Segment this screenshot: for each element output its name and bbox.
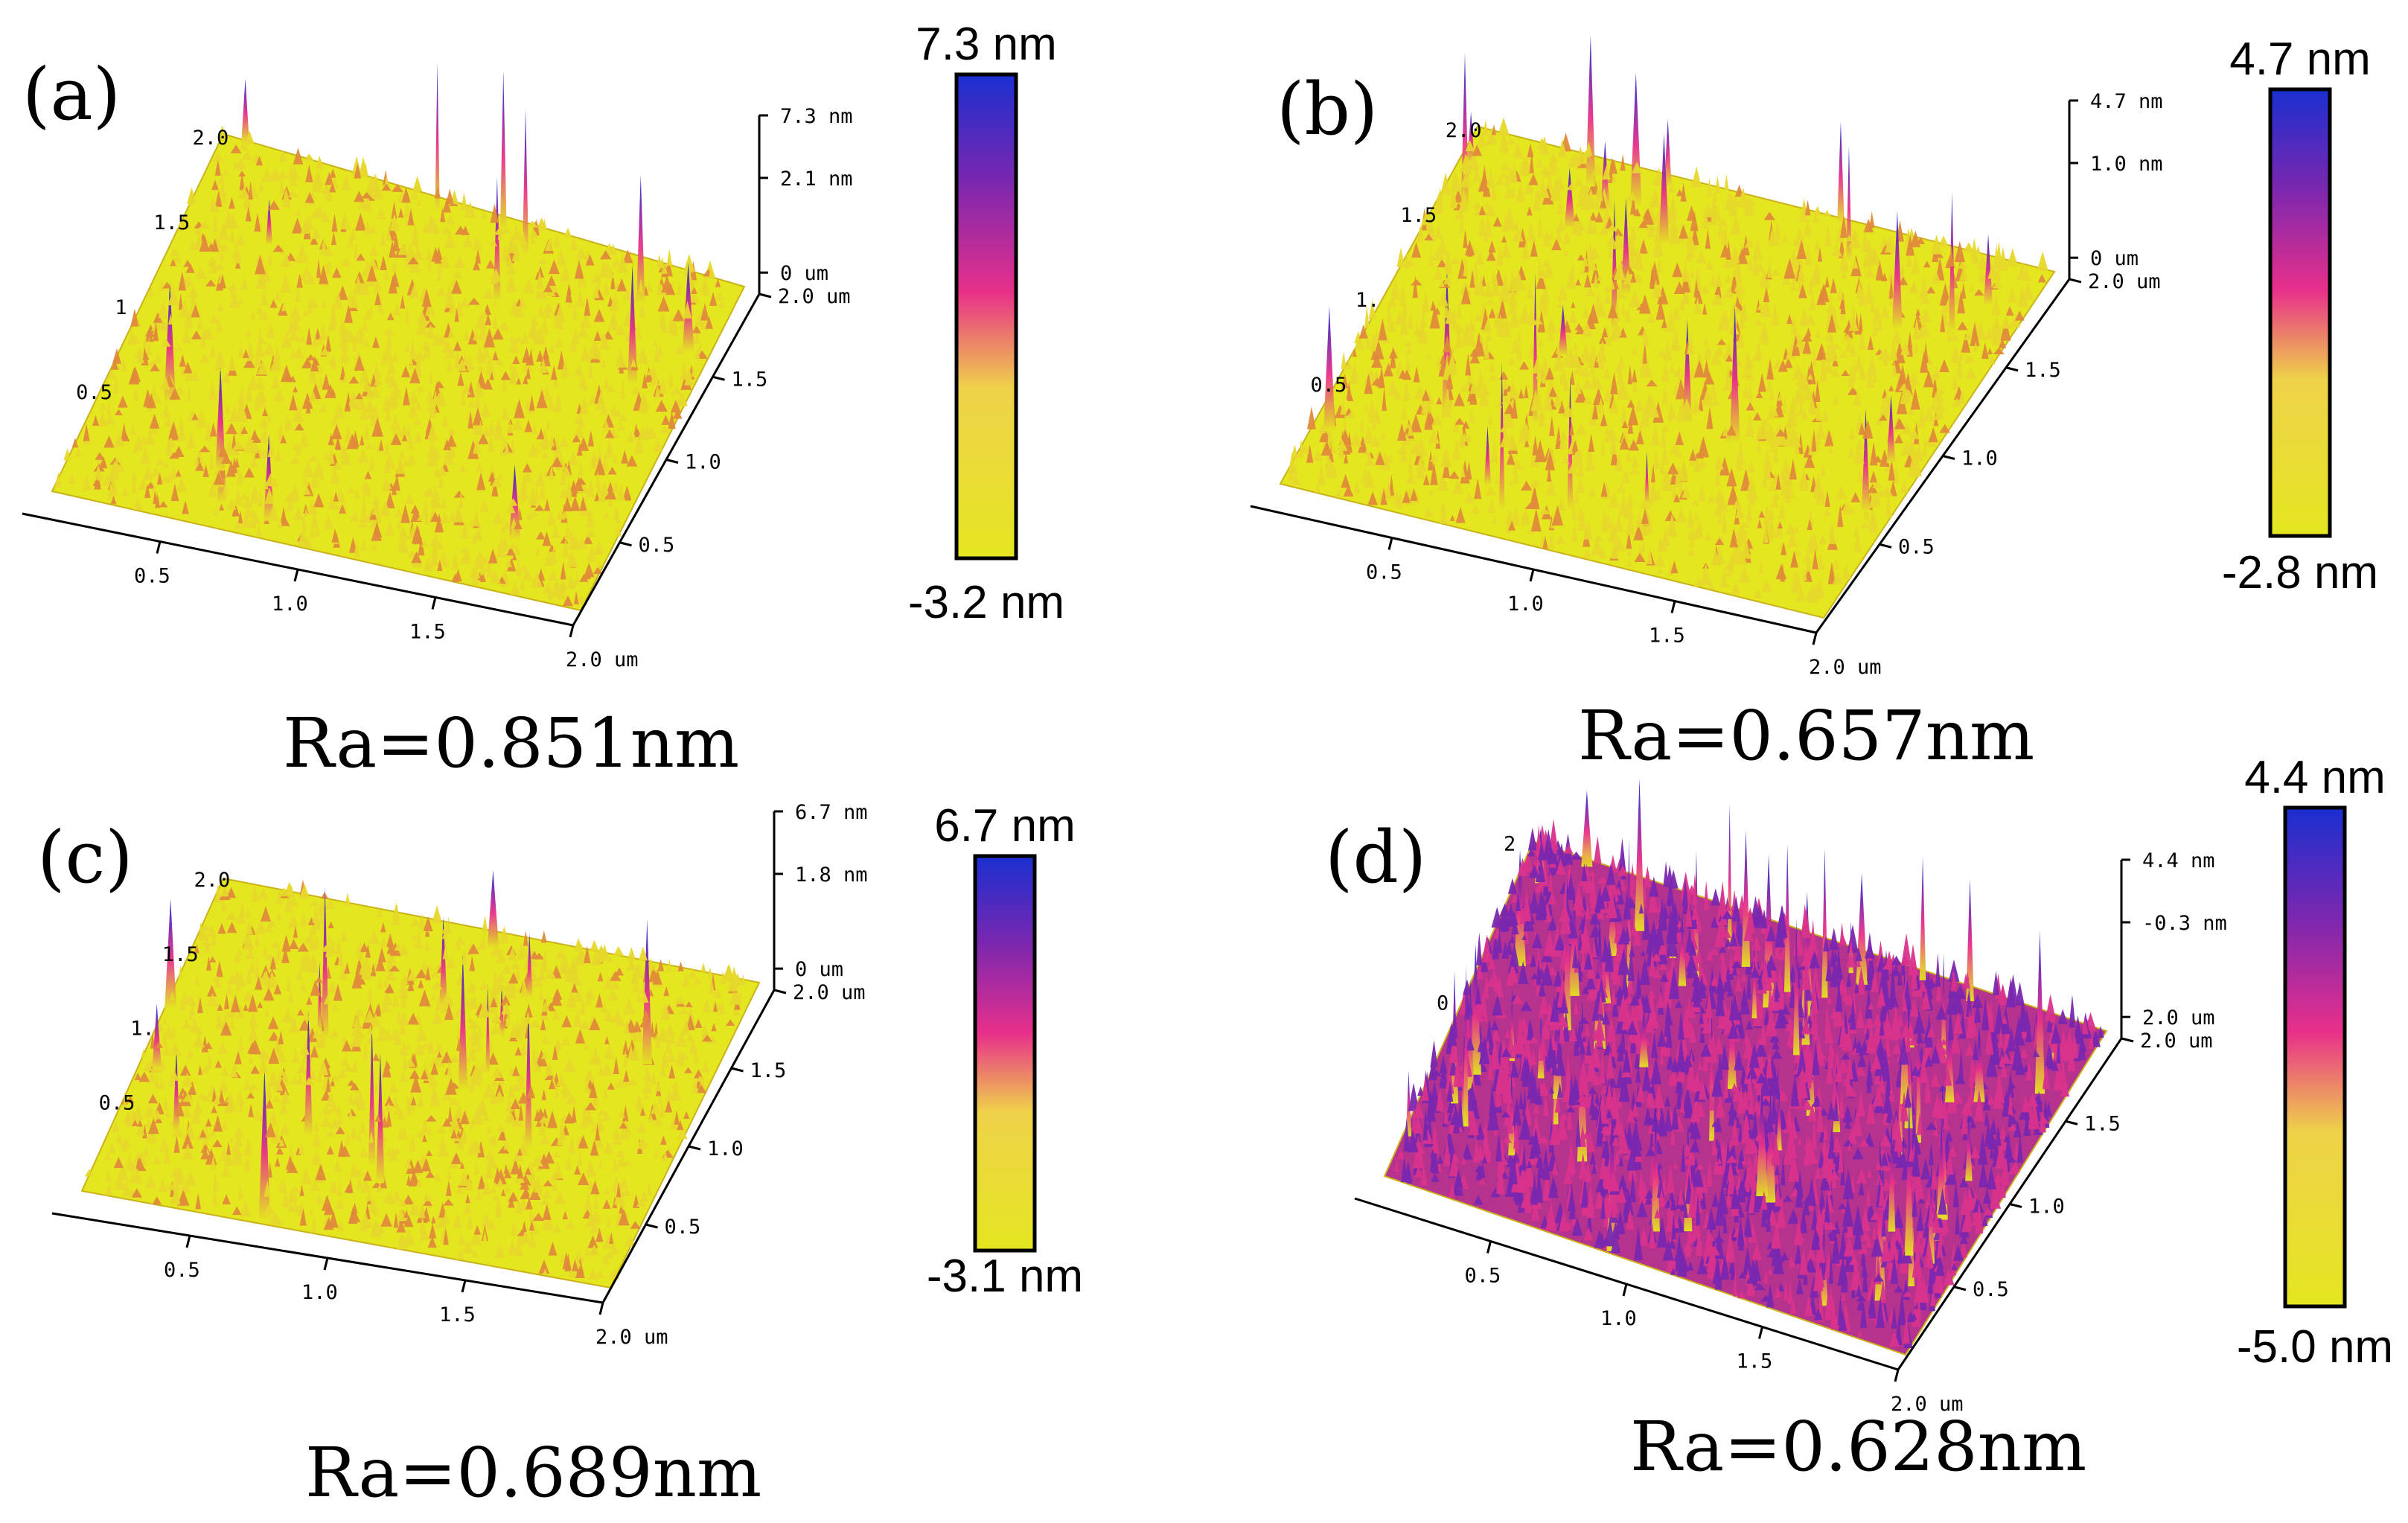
x-tick-label: 0.5 <box>1366 561 1402 584</box>
x-tick-label: 2.0 um <box>1891 1393 1964 1416</box>
y-tick-label: 1.5 <box>162 943 199 966</box>
surface-texture <box>1286 34 2048 603</box>
z-tick-label: 1.0 nm <box>2090 153 2163 176</box>
axes: 0.5 1.0 1.5 2.0 um 2.0 um 1.5 1.0 0.5 6.7 nm 1.8 … <box>51 801 868 1349</box>
surface-texture <box>84 869 746 1280</box>
y-tick-label: 1.5 <box>153 211 190 234</box>
axes: 0.51.01.52.0 um2.0 um1.51.00.54.4 nm-0.3… <box>1354 833 2227 1416</box>
y-tick-label: 0.5 <box>76 381 112 404</box>
roughness-caption: Ra=0.851nm <box>283 703 739 783</box>
surface-texture <box>54 62 726 607</box>
x-tick-label: 1.5 <box>1737 1350 1773 1373</box>
y-tick-label: 1.5 <box>1400 204 1437 227</box>
right-tick-label: 2.0 um <box>778 285 851 308</box>
colorbar-frame <box>2268 87 2332 538</box>
z-tick-label: 4.4 nm <box>2142 849 2215 872</box>
axes: 0.5 1.0 1.5 2.0 um 2.0 um 1.5 1.0 0.5 7.3 nm 2.1 … <box>22 105 853 671</box>
z-tick-label: 2.0 um <box>2142 1006 2215 1029</box>
x-tick-label: 0.5 <box>134 565 170 588</box>
colorbar <box>975 856 1035 1251</box>
y-tick-label: 2.0 <box>193 127 229 150</box>
right-tick-label: 0.5 <box>665 1216 701 1239</box>
roughness-caption: Ra=0.689nm <box>305 1433 761 1513</box>
x-tick-label: 2.0 um <box>1809 656 1882 679</box>
right-tick-label: 1.5 <box>732 368 768 391</box>
roughness-caption: Ra=0.628nm <box>1630 1407 2086 1487</box>
panel-d: 0.51.01.52.0 um2.0 um1.51.00.54.4 nm-0.3… <box>1325 752 2393 1487</box>
panel-label: (a) <box>22 53 121 136</box>
z-tick-label: 0 um <box>780 262 828 285</box>
z-tick-label: 0 um <box>795 958 843 981</box>
x-tick-label: 1.0 <box>1507 593 1544 616</box>
right-tick-label: 1.5 <box>2084 1112 2121 1135</box>
right-tick-label: 1.0 <box>707 1137 744 1160</box>
right-tick-label: 0.5 <box>639 534 675 557</box>
x-tick-label: 2.0 um <box>566 648 639 671</box>
z-tick-label: -0.3 nm <box>2142 912 2227 935</box>
surface-texture <box>1394 778 2104 1349</box>
z-tick-label: 1.8 nm <box>795 863 868 887</box>
y-tick-label: 0 <box>1437 992 1449 1015</box>
panel-a: 0.5 1.0 1.5 2.0 um 2.0 um 1.5 1.0 0.5 7.3 nm 2.1 … <box>22 19 1064 783</box>
x-tick-label: 1.5 <box>1649 625 1685 648</box>
y-tick-label: 1 <box>115 296 127 319</box>
x-tick-label: 1.5 <box>409 621 446 644</box>
y-tick-label: 2.0 <box>1446 119 1482 142</box>
x-tick-label: 2.0 um <box>595 1326 668 1349</box>
z-tick-label: 0 um <box>2090 247 2139 270</box>
x-tick-label: 1.0 <box>301 1281 338 1304</box>
y-tick-label: 2 <box>1504 833 1516 856</box>
right-tick-label: 1.5 <box>2025 359 2061 382</box>
axes: 0.51.01.52.0 um2.0 um1.51.00.54.7 nm1.0 … <box>1250 90 2163 679</box>
colorbar-min-label: -2.8 nm <box>2222 547 2378 598</box>
colorbar-frame <box>2283 805 2347 1309</box>
colorbar <box>2270 89 2330 536</box>
z-tick-label: 2.1 nm <box>780 167 853 191</box>
right-tick-label: 1.0 <box>1961 447 1998 470</box>
colorbar-max-label: 4.4 nm <box>2244 752 2386 803</box>
z-tick-label: 7.3 nm <box>780 105 853 128</box>
panel-label: (d) <box>1325 816 1426 899</box>
x-tick-label: 1.5 <box>439 1303 476 1326</box>
right-tick-label: 0.5 <box>1973 1278 2009 1301</box>
panel-label: (c) <box>37 816 133 899</box>
colorbar-min-label: -3.1 nm <box>927 1251 1083 1302</box>
right-tick-label: 0.5 <box>1898 535 1935 558</box>
panel-c: 0.5 1.0 1.5 2.0 um 2.0 um 1.5 1.0 0.5 6.7 nm 1.8 … <box>37 800 1083 1513</box>
right-tick-label: 1.5 <box>750 1059 787 1082</box>
y-tick-label: 2.0 <box>194 869 231 892</box>
right-tick-label: 2.0 um <box>2140 1029 2213 1053</box>
x-tick-label: 1.0 <box>272 593 308 616</box>
colorbar <box>2285 808 2345 1306</box>
y-tick-label: 0.5 <box>1310 374 1347 397</box>
z-tick-label: 4.7 nm <box>2090 90 2163 113</box>
x-tick-label: 0.5 <box>1465 1265 1501 1288</box>
colorbar-frame <box>973 854 1037 1253</box>
x-tick-label: 1.0 <box>1600 1307 1637 1330</box>
right-tick-label: 1.0 <box>2028 1195 2065 1219</box>
colorbar <box>957 74 1016 558</box>
colorbar-frame <box>954 72 1018 561</box>
right-tick-label: 2.0 um <box>793 981 866 1004</box>
colorbar-max-label: 6.7 nm <box>934 800 1076 852</box>
x-tick-label: 0.5 <box>164 1259 200 1282</box>
y-tick-label: 1. <box>130 1018 155 1041</box>
right-tick-label: 2.0 um <box>2088 270 2161 293</box>
panel-b: 0.51.01.52.0 um2.0 um1.51.00.54.7 nm1.0 … <box>1250 33 2378 776</box>
z-tick-label: 6.7 nm <box>795 801 868 824</box>
colorbar-max-label: 4.7 nm <box>2229 33 2371 85</box>
right-tick-label: 1.0 <box>685 451 721 474</box>
colorbar-max-label: 7.3 nm <box>916 19 1057 70</box>
roughness-caption: Ra=0.657nm <box>1578 696 2034 776</box>
panel-label: (b) <box>1277 68 1378 151</box>
y-tick-label: 1. <box>1355 289 1380 312</box>
colorbar-min-label: -3.2 nm <box>908 577 1064 628</box>
y-tick-label: 0.5 <box>99 1091 135 1114</box>
colorbar-min-label: -5.0 nm <box>2237 1321 2393 1373</box>
